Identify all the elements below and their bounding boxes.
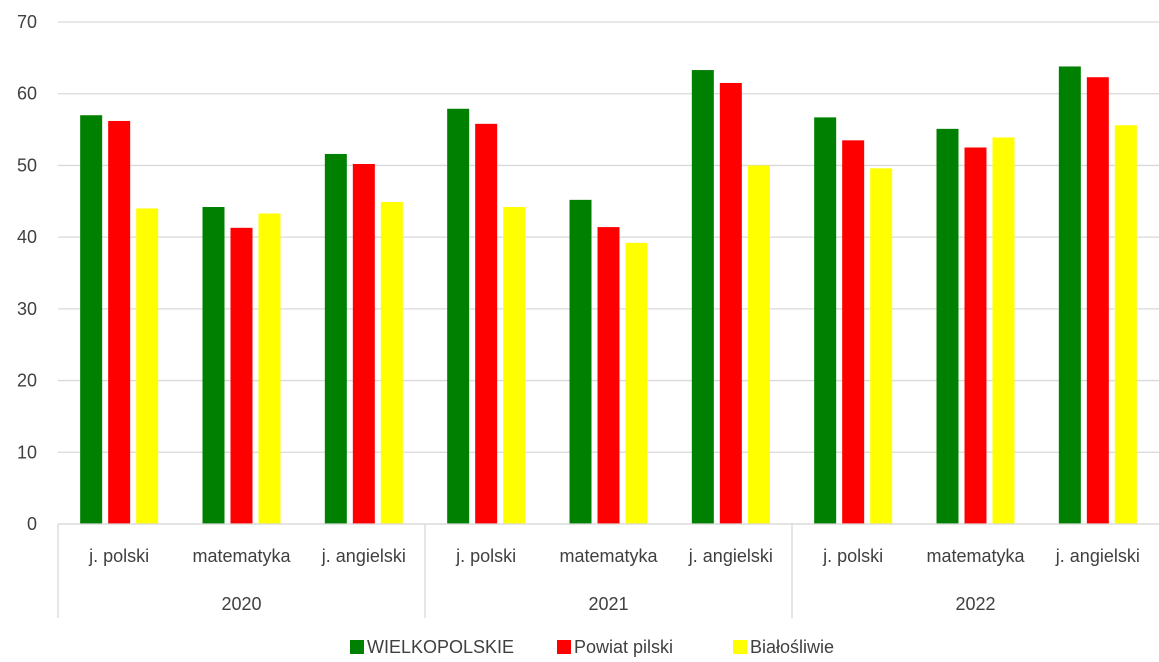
x-category-label: matematyka bbox=[926, 546, 1025, 566]
bar-wielkopolskie-2020-2 bbox=[202, 207, 225, 524]
x-group-label: 2022 bbox=[955, 594, 995, 614]
bar-bia-o-liwie-2020-2 bbox=[258, 213, 281, 524]
bar-bia-o-liwie-2021-2 bbox=[625, 242, 648, 524]
legend-swatch bbox=[557, 640, 571, 654]
bar-wielkopolskie-2021-2 bbox=[569, 199, 592, 524]
bar-powiat-pilski-2020-2 bbox=[230, 227, 253, 524]
bar-wielkopolskie-2020-3 bbox=[324, 153, 347, 524]
y-tick-label: 60 bbox=[17, 84, 37, 104]
bar-bia-o-liwie-2020-1 bbox=[136, 208, 159, 524]
bar-wielkopolskie-2021-1 bbox=[447, 108, 470, 524]
x-axis: j. polski matematyka j. angielski 2020 j. po… bbox=[57, 523, 1159, 618]
bar-powiat-pilski-2022-1 bbox=[842, 140, 865, 525]
x-category-label: j. polski bbox=[88, 546, 149, 566]
x-group-label: 2021 bbox=[588, 594, 628, 614]
bar-bia-o-liwie-2022-2 bbox=[992, 137, 1015, 524]
bar-wielkopolskie-2022-2 bbox=[936, 128, 959, 524]
legend-swatch bbox=[733, 640, 747, 654]
bar-wielkopolskie-2020-1 bbox=[80, 115, 103, 524]
x-group-label: 2020 bbox=[221, 594, 261, 614]
bar-powiat-pilski-2022-3 bbox=[1086, 77, 1109, 524]
y-tick-label: 0 bbox=[27, 514, 37, 534]
bar-powiat-pilski-2022-2 bbox=[964, 147, 987, 524]
bar-powiat-pilski-2020-1 bbox=[108, 120, 131, 525]
y-tick-label: 10 bbox=[17, 442, 37, 462]
legend-swatch bbox=[350, 640, 364, 654]
y-tick-label: 30 bbox=[17, 299, 37, 319]
bar-bia-o-liwie-2021-1 bbox=[503, 207, 526, 524]
bar-wielkopolskie-2022-3 bbox=[1058, 66, 1081, 524]
legend-label: Białośliwie bbox=[750, 637, 834, 657]
bar-powiat-pilski-2021-3 bbox=[719, 82, 742, 524]
y-axis: 0 10 20 30 40 50 60 70 bbox=[17, 12, 37, 534]
x-category-label: matematyka bbox=[192, 546, 291, 566]
legend-label: Powiat pilski bbox=[574, 637, 673, 657]
y-tick-label: 40 bbox=[17, 227, 37, 247]
x-category-label: matematyka bbox=[559, 546, 658, 566]
bar-bia-o-liwie-2022-1 bbox=[870, 168, 893, 524]
bar-bia-o-liwie-2022-3 bbox=[1114, 125, 1137, 525]
bars bbox=[80, 66, 1137, 525]
y-tick-label: 20 bbox=[17, 371, 37, 391]
bar-bia-o-liwie-2020-3 bbox=[380, 202, 403, 524]
x-category-label: j. angielski bbox=[688, 546, 773, 566]
x-category-label: j. angielski bbox=[321, 546, 406, 566]
legend: WIELKOPOLSKIE Powiat pilski Białośliwie bbox=[350, 637, 834, 657]
legend-label: WIELKOPOLSKIE bbox=[367, 637, 514, 657]
bar-powiat-pilski-2021-1 bbox=[475, 123, 498, 524]
bar-wielkopolskie-2022-1 bbox=[814, 117, 837, 524]
x-category-label: j. angielski bbox=[1055, 546, 1140, 566]
y-tick-label: 50 bbox=[17, 155, 37, 175]
x-category-label: j. polski bbox=[455, 546, 516, 566]
y-tick-label: 70 bbox=[17, 12, 37, 32]
bar-bia-o-liwie-2021-3 bbox=[747, 165, 770, 524]
x-category-label: j. polski bbox=[822, 546, 883, 566]
bar-powiat-pilski-2021-2 bbox=[597, 227, 620, 525]
bar-wielkopolskie-2021-3 bbox=[691, 70, 714, 524]
bar-powiat-pilski-2020-3 bbox=[352, 163, 375, 524]
